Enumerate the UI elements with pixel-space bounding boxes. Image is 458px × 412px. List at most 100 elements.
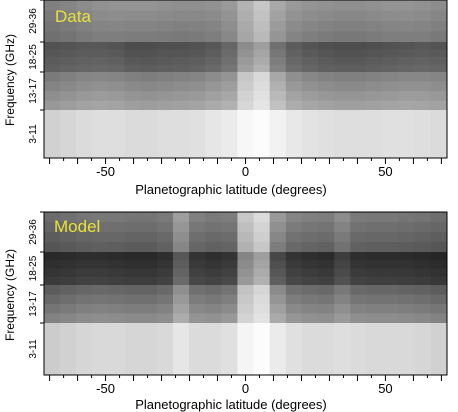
heatmap-cell bbox=[189, 72, 206, 83]
heatmap-cell bbox=[237, 276, 255, 286]
heatmap-cell bbox=[92, 313, 110, 324]
heatmap-cell bbox=[140, 42, 158, 51]
heatmap-cell bbox=[156, 21, 174, 33]
heatmap-cell bbox=[140, 362, 158, 375]
heatmap-cell bbox=[156, 285, 174, 296]
heatmap-cell bbox=[76, 31, 93, 43]
heatmap-cell bbox=[253, 122, 271, 135]
heatmap-cell bbox=[140, 323, 158, 337]
heatmap-cell bbox=[76, 57, 93, 66]
heatmap-cell bbox=[253, 146, 271, 158]
heatmap-cell bbox=[318, 260, 335, 270]
heatmap-cell bbox=[366, 91, 384, 102]
heatmap-cell bbox=[285, 242, 303, 253]
heatmap-cell bbox=[318, 222, 335, 233]
heatmap-cell bbox=[221, 21, 239, 33]
heatmap-cell bbox=[60, 57, 77, 66]
heatmap-cell bbox=[124, 42, 142, 51]
heatmap-cell bbox=[76, 146, 93, 158]
heatmap-cell bbox=[189, 122, 206, 135]
heatmap-cell bbox=[76, 72, 93, 83]
heatmap-cell bbox=[108, 31, 126, 43]
heatmap-cell bbox=[205, 31, 222, 43]
heatmap-cell bbox=[301, 323, 319, 337]
heatmap-cell bbox=[76, 122, 93, 135]
heatmap-cell bbox=[285, 232, 303, 243]
heatmap-cell bbox=[140, 0, 158, 12]
heatmap-cell bbox=[44, 57, 61, 66]
heatmap-cell bbox=[156, 134, 174, 147]
heatmap-cell bbox=[430, 268, 447, 278]
heatmap-cell bbox=[108, 252, 126, 261]
heatmap-cell bbox=[124, 122, 142, 135]
heatmap-cell bbox=[414, 212, 432, 223]
heatmap-cell bbox=[318, 212, 335, 223]
heatmap-cell bbox=[156, 252, 174, 261]
heatmap-cell bbox=[156, 232, 174, 243]
heatmap-cell bbox=[430, 0, 447, 12]
heatmap-cell bbox=[301, 252, 319, 261]
heatmap-cell bbox=[414, 268, 432, 278]
heatmap-cell bbox=[253, 91, 271, 102]
heatmap-cell bbox=[350, 336, 367, 350]
heatmap-cell bbox=[108, 0, 126, 12]
heatmap-cell bbox=[60, 232, 77, 243]
heatmap-cell bbox=[108, 242, 126, 253]
heatmap-cell bbox=[60, 110, 77, 123]
heatmap-cell bbox=[221, 146, 239, 158]
heatmap-cell bbox=[189, 57, 206, 66]
heatmap-cell bbox=[350, 134, 367, 147]
heatmap-cell bbox=[285, 212, 303, 223]
heatmap-cell bbox=[156, 222, 174, 233]
heatmap-cell bbox=[156, 10, 174, 22]
heatmap-cell bbox=[414, 362, 432, 375]
heatmap-cell bbox=[189, 42, 206, 51]
heatmap-cell bbox=[140, 252, 158, 261]
heatmap-cell bbox=[269, 134, 287, 147]
heatmap-cell bbox=[172, 91, 190, 102]
heatmap-cell bbox=[269, 222, 287, 233]
heatmap-cell bbox=[205, 57, 222, 66]
heatmap-cell bbox=[253, 10, 271, 22]
heatmap-cell bbox=[140, 212, 158, 223]
heatmap-cell bbox=[382, 91, 400, 102]
heatmap-cell bbox=[92, 336, 110, 350]
heatmap-cell bbox=[414, 252, 432, 261]
heatmap-cell bbox=[205, 313, 222, 324]
heatmap-cell bbox=[140, 304, 158, 315]
y-axis-label-model: Frequency (GHz) bbox=[3, 249, 17, 341]
heatmap-cell bbox=[221, 81, 239, 92]
heatmap-cell bbox=[301, 146, 319, 158]
heatmap-cell bbox=[221, 349, 239, 363]
heatmap-cell bbox=[382, 31, 400, 43]
heatmap-cell bbox=[366, 232, 384, 243]
heatmap-cell bbox=[92, 323, 110, 337]
heatmap-cell bbox=[124, 222, 142, 233]
heatmap-cell bbox=[253, 21, 271, 33]
heatmap-cell bbox=[318, 72, 335, 83]
heatmap-cell bbox=[366, 304, 384, 315]
heatmap-cell bbox=[92, 0, 110, 12]
heatmap-cell bbox=[382, 268, 400, 278]
heatmap-cell bbox=[253, 49, 271, 58]
heatmap-cell bbox=[189, 349, 206, 363]
heatmap-cell bbox=[92, 304, 110, 315]
heatmap-cell bbox=[430, 81, 447, 92]
heatmap-cell bbox=[398, 260, 416, 270]
heatmap-cell bbox=[76, 304, 93, 315]
heatmap-cell bbox=[350, 232, 367, 243]
heatmap-cell bbox=[318, 242, 335, 253]
heatmap-cell bbox=[318, 285, 335, 296]
heatmap-cell bbox=[301, 122, 319, 135]
heatmap-cell bbox=[221, 260, 239, 270]
heatmap-cell bbox=[350, 49, 367, 58]
heatmap-cell bbox=[156, 336, 174, 350]
heatmap-cell bbox=[237, 313, 255, 324]
heatmap-cell bbox=[285, 276, 303, 286]
heatmap-cell bbox=[76, 21, 93, 33]
heatmap-cell bbox=[108, 260, 126, 270]
heatmap-cell bbox=[334, 260, 351, 270]
heatmap-cell bbox=[237, 91, 255, 102]
heatmap-cell bbox=[189, 64, 206, 73]
heatmap-cell bbox=[44, 313, 61, 324]
